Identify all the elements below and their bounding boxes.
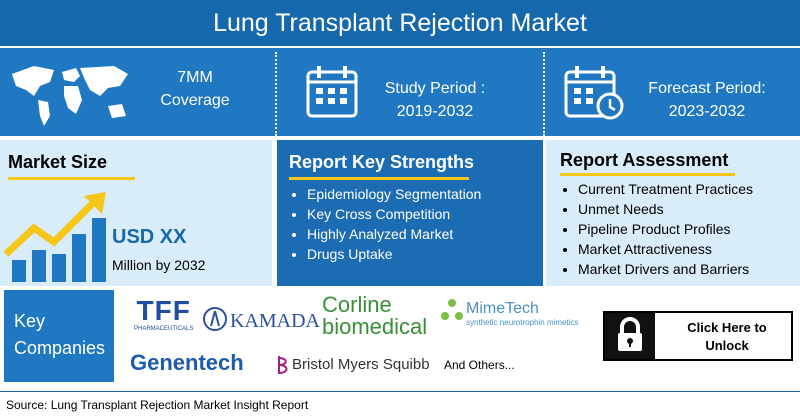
logo-corline: Corline biomedical bbox=[322, 294, 427, 338]
logo-name: TFF bbox=[136, 295, 191, 326]
list-item: Current Treatment Practices bbox=[578, 179, 753, 199]
world-map-icon bbox=[12, 66, 128, 126]
section-title: Market Size bbox=[8, 152, 108, 172]
logo-mimetech: MimeTech synthetic neurotrophin mimetics bbox=[466, 300, 579, 327]
list-item: Key Cross Competition bbox=[307, 204, 481, 224]
list-item: Drugs Uptake bbox=[307, 244, 481, 264]
calendar-clock-icon bbox=[564, 66, 624, 120]
highlight-line: 2019-2032 bbox=[396, 103, 474, 120]
title-bar: Lung Transplant Rejection Market bbox=[0, 0, 800, 46]
highlight: 7MM Coverage bbox=[145, 66, 245, 112]
logo-name: Corline bbox=[322, 292, 392, 317]
cta-text: Click Here to Unlock bbox=[665, 319, 789, 355]
market-size-panel: Market Size USD XX Million by 2032 bbox=[0, 140, 272, 286]
logo-tagline: PHARMACEUTICALS bbox=[134, 326, 194, 332]
highlight-line: 7MM bbox=[177, 69, 213, 86]
companies-title: Key bbox=[14, 311, 46, 331]
section-title: Report Key Strengths bbox=[289, 152, 475, 172]
lock-icon bbox=[605, 313, 655, 359]
logo-tff: TFF PHARMACEUTICALS bbox=[134, 295, 194, 333]
key-strengths-panel: Report Key Strengths Epidemiology Segmen… bbox=[277, 140, 543, 286]
logo-genentech: Genentech bbox=[130, 350, 244, 375]
list-item: Pipeline Product Profiles bbox=[578, 219, 753, 239]
highlight-line: Study Period : bbox=[384, 80, 486, 97]
section-title: Report Assessment bbox=[560, 150, 729, 170]
cta-line: Unlock bbox=[705, 338, 749, 353]
logo-tagline: synthetic neurotrophin mimetics bbox=[466, 318, 579, 327]
list-item: Market Drivers and Barriers bbox=[578, 259, 753, 279]
highlight-line: Coverage bbox=[160, 92, 230, 109]
logo-bms: Bristol Myers Squibb bbox=[292, 356, 430, 373]
highlight-line: 2023-2032 bbox=[668, 103, 746, 120]
assessment-list: Current Treatment PracticesUnmet NeedsPi… bbox=[560, 179, 753, 279]
highlights-row bbox=[0, 48, 800, 136]
logo-tagline: biomedical bbox=[322, 314, 428, 339]
logo-name: MimeTech bbox=[466, 300, 539, 317]
highlight: Study Period : 2019-2032 bbox=[370, 77, 500, 123]
logo-kamada: KAMADA bbox=[230, 310, 320, 332]
market-note: Million by 2032 bbox=[112, 257, 206, 273]
growth-icon bbox=[4, 192, 106, 282]
underline bbox=[560, 173, 735, 176]
rule bbox=[0, 391, 800, 392]
market-value: USD XX bbox=[112, 226, 187, 248]
list-item: Epidemiology Segmentation bbox=[307, 184, 481, 204]
companies-box: Key Companies bbox=[4, 290, 114, 382]
source: Source: Lung Transplant Rejection Market… bbox=[6, 398, 309, 412]
highlight-line: Forecast Period: bbox=[648, 80, 766, 97]
underline bbox=[289, 177, 469, 180]
title: Lung Transplant Rejection Market bbox=[213, 9, 587, 37]
cta-line: Click Here to bbox=[687, 320, 767, 335]
kamada-icon bbox=[203, 307, 227, 331]
divider bbox=[275, 52, 277, 136]
mimetech-icon bbox=[441, 299, 463, 320]
assessment-panel: Report Assessment Current Treatment Prac… bbox=[546, 140, 800, 286]
calendar-icon bbox=[306, 66, 358, 118]
unlock-button[interactable]: Click Here to Unlock bbox=[603, 311, 793, 361]
companies-title: Companies bbox=[14, 338, 106, 358]
highlight: Forecast Period: 2023-2032 bbox=[632, 77, 782, 123]
list-item: Unmet Needs bbox=[578, 199, 753, 219]
strengths-list: Epidemiology SegmentationKey Cross Compe… bbox=[289, 184, 481, 264]
bms-icon bbox=[278, 356, 288, 374]
list-item: Market Attractiveness bbox=[578, 239, 753, 259]
list-item: Highly Analyzed Market bbox=[307, 224, 481, 244]
divider bbox=[543, 52, 545, 136]
others: And Others... bbox=[444, 358, 515, 372]
underline bbox=[8, 177, 135, 180]
